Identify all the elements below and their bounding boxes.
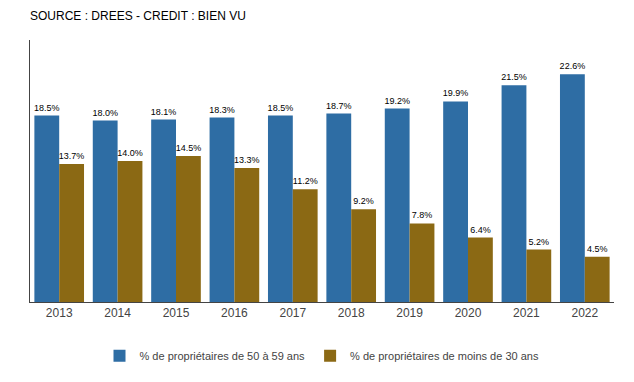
svg-text:18.5%: 18.5% [34, 103, 60, 113]
svg-text:18.3%: 18.3% [209, 105, 235, 115]
svg-text:% de propriétaires de 50 à 59: % de propriétaires de 50 à 59 ans [140, 350, 306, 362]
svg-text:2019: 2019 [396, 306, 423, 320]
svg-text:2013: 2013 [46, 306, 73, 320]
svg-text:19.9%: 19.9% [443, 88, 469, 98]
svg-text:2021: 2021 [513, 306, 540, 320]
svg-text:13.3%: 13.3% [234, 155, 260, 165]
svg-text:6.4%: 6.4% [470, 225, 491, 235]
svg-text:% de propriétaires de moins de: % de propriétaires de moins de 30 ans [350, 350, 539, 362]
svg-text:2022: 2022 [571, 306, 598, 320]
svg-text:5.2%: 5.2% [529, 237, 550, 247]
svg-text:2017: 2017 [279, 306, 306, 320]
svg-text:2016: 2016 [221, 306, 248, 320]
svg-text:18.7%: 18.7% [326, 101, 352, 111]
svg-text:13.7%: 13.7% [59, 151, 85, 161]
svg-text:2020: 2020 [455, 306, 482, 320]
svg-text:18.1%: 18.1% [151, 107, 177, 117]
svg-text:14.0%: 14.0% [117, 148, 143, 158]
svg-text:7.8%: 7.8% [412, 210, 433, 220]
svg-text:14.5%: 14.5% [176, 143, 202, 153]
svg-text:21.5%: 21.5% [501, 72, 527, 82]
svg-text:4.5%: 4.5% [587, 244, 608, 254]
svg-text:22.6%: 22.6% [560, 61, 586, 71]
svg-text:11.2%: 11.2% [293, 176, 318, 186]
svg-text:2014: 2014 [104, 306, 131, 320]
svg-text:9.2%: 9.2% [353, 196, 374, 206]
svg-text:2015: 2015 [163, 306, 190, 320]
svg-text:2018: 2018 [338, 306, 365, 320]
svg-text:SOURCE : DREES - CREDIT : BIEN: SOURCE : DREES - CREDIT : BIEN VU [30, 9, 246, 23]
svg-text:19.2%: 19.2% [384, 96, 410, 106]
svg-text:18.0%: 18.0% [92, 108, 118, 118]
svg-text:18.5%: 18.5% [268, 103, 294, 113]
